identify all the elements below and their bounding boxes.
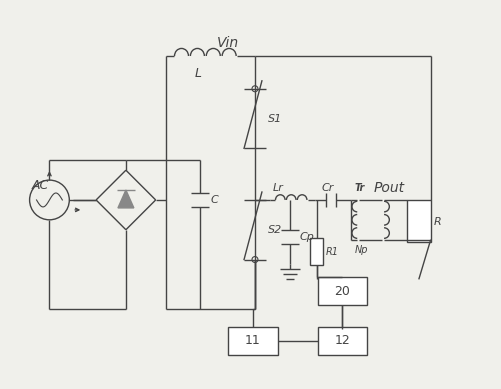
Bar [317, 327, 366, 355]
Text: L: L [194, 67, 201, 81]
Bar [309, 238, 323, 265]
Bar [406, 200, 430, 242]
Text: Tr: Tr [353, 183, 364, 193]
Text: Pout: Pout [373, 181, 404, 195]
Text: AC: AC [32, 179, 49, 191]
Text: Np: Np [354, 245, 367, 255]
Text: 20: 20 [334, 285, 350, 298]
Text: S2: S2 [268, 225, 282, 235]
Text: Lr: Lr [272, 183, 283, 193]
Text: Vin: Vin [216, 36, 239, 50]
Text: C: C [210, 195, 217, 205]
Text: 12: 12 [334, 335, 350, 347]
Polygon shape [118, 190, 134, 208]
Text: S1: S1 [268, 114, 282, 124]
Text: R: R [433, 217, 440, 227]
Text: Cp: Cp [299, 232, 314, 242]
Bar [228, 327, 277, 355]
Text: Cr: Cr [321, 183, 333, 193]
Text: 11: 11 [244, 335, 261, 347]
Text: R1: R1 [325, 247, 338, 257]
Bar [317, 277, 366, 305]
